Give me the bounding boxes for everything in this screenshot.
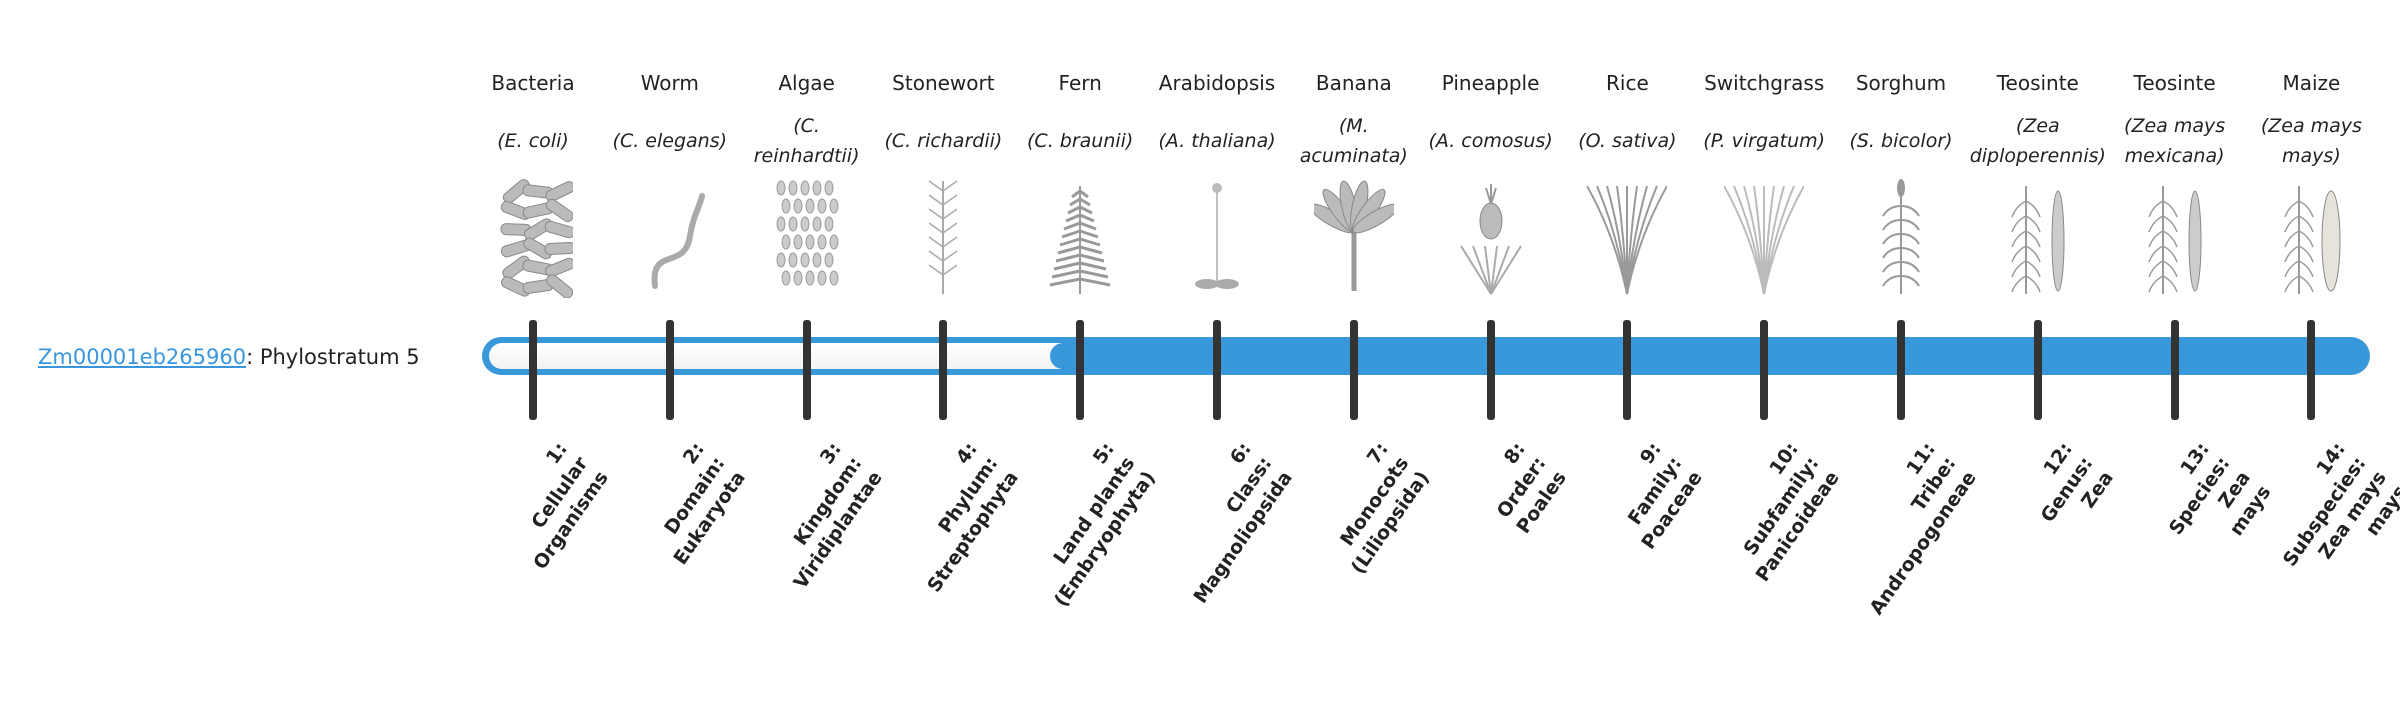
latin-text: (S. bicolor) [1849, 130, 1953, 152]
bar-fill-start [1050, 343, 1077, 369]
stratum-tick [1486, 320, 1495, 420]
organism-latin-name: (Zea diploperennis) [1970, 108, 2106, 174]
organism-latin-name: (S. bicolor) [1833, 108, 1969, 174]
organism-latin-name: (E. coli) [465, 108, 601, 174]
organism-name: Stonewort [892, 71, 995, 95]
stratum-tick [1623, 320, 1632, 420]
fern-image [1012, 176, 1148, 298]
organism-name: Bacteria [491, 71, 575, 95]
sorghum-image [1833, 176, 1969, 298]
rice-image [1559, 176, 1695, 298]
stonewort-image [875, 176, 1011, 298]
organism-name: Rice [1606, 71, 1649, 95]
phylostratum-text: : Phylostratum 5 [246, 345, 420, 369]
organism-name: Teosinte [1996, 71, 2079, 95]
pineapple-image [1423, 176, 1559, 298]
banana-image [1286, 176, 1422, 298]
stratum-tick [529, 320, 537, 420]
stratum-tick [665, 320, 674, 420]
stratum-tick [1213, 320, 1221, 420]
organism-latin-name: (O. sativa) [1559, 108, 1695, 174]
teosinte-image [1970, 176, 2106, 298]
organism-latin-name: (P. virgatum) [1696, 108, 1832, 174]
stratum-tick [939, 320, 948, 420]
algae-image [739, 176, 875, 298]
latin-text: (E. coli) [497, 130, 569, 152]
latin-text: (Zea mays mexicana) [2124, 115, 2226, 167]
stratum-tick [2170, 320, 2179, 420]
gene-label: Zm00001eb265960: Phylostratum 5 [38, 340, 420, 374]
organism-latin-name: (A. comosus) [1423, 108, 1559, 174]
organism-latin-name: (Zea mays mexicana) [2107, 108, 2243, 174]
organism-latin-name: (Zea mays mays) [2243, 108, 2379, 174]
latin-text: (P. virgatum) [1703, 130, 1826, 152]
latin-text: (C. elegans) [612, 130, 728, 152]
organism-name: Sorghum [1855, 71, 1947, 95]
stratum-tick [2307, 320, 2316, 420]
teosinte-image [2107, 176, 2243, 298]
organism-name: Maize [2282, 71, 2341, 95]
organism-latin-name: (A. thaliana) [1149, 108, 1285, 174]
organism-latin-name: (C. reinhardtii) [739, 108, 875, 174]
organism-latin-name: (C. elegans) [602, 108, 738, 174]
organism-name: Fern [1058, 71, 1102, 95]
organism-name: Teosinte [2133, 71, 2216, 95]
arabidopsis-image [1149, 176, 1285, 298]
latin-text: (C. reinhardtii) [753, 115, 860, 167]
stratum-tick [1349, 320, 1358, 420]
latin-text: (C. braunii) [1027, 130, 1134, 152]
stratum-tick [802, 320, 811, 420]
organism-name: Worm [640, 71, 699, 95]
switchgrass-image [1696, 176, 1832, 298]
organism-latin-name: (M. acuminata) [1286, 108, 1422, 174]
latin-text: (Zea diploperennis) [1969, 115, 2106, 167]
organism-latin-name: (C. braunii) [1012, 108, 1148, 174]
organism-name: Switchgrass [1704, 71, 1825, 95]
stratum-tick [2033, 320, 2042, 420]
latin-text: (A. comosus) [1428, 130, 1553, 152]
organism-name: Banana [1315, 71, 1392, 95]
stratum-tick [1076, 320, 1085, 420]
stratum-tick [1760, 320, 1769, 420]
latin-text: (Zea mays mays) [2260, 115, 2362, 167]
maize-image [2243, 176, 2379, 298]
organism-name: Algae [778, 71, 835, 95]
organism-latin-name: (C. richardii) [875, 108, 1011, 174]
latin-text: (M. acuminata) [1299, 115, 1408, 167]
organism-name: Arabidopsis [1158, 71, 1276, 95]
stratum-tick [1897, 320, 1905, 420]
worm-image [602, 176, 738, 298]
latin-text: (C. richardii) [884, 130, 1003, 152]
organism-name: Pineapple [1441, 71, 1540, 95]
gene-id-link[interactable]: Zm00001eb265960 [38, 345, 247, 369]
bar-unfilled-region [489, 343, 1064, 369]
latin-text: (O. sativa) [1578, 130, 1677, 152]
bacteria-image [465, 176, 601, 298]
latin-text: (A. thaliana) [1158, 130, 1276, 152]
